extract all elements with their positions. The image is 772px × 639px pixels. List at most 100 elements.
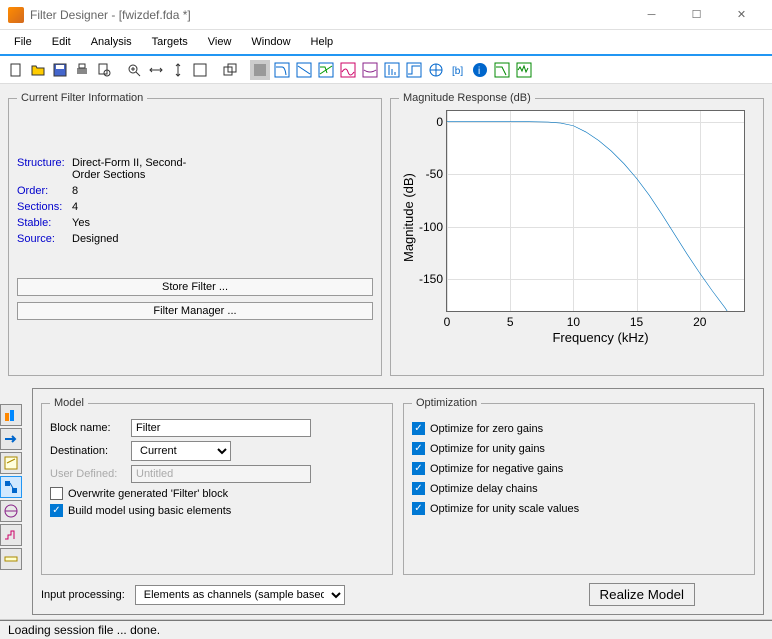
undock-icon[interactable] xyxy=(220,60,240,80)
new-icon[interactable] xyxy=(6,60,26,80)
opt-checkbox-0[interactable]: ✓ xyxy=(412,422,425,435)
print-icon[interactable] xyxy=(72,60,92,80)
svg-text:[b]: [b] xyxy=(452,66,463,77)
tab-quantize[interactable] xyxy=(0,524,22,546)
chart-legend: Magnitude Response (dB) xyxy=(399,92,535,104)
filter-manager-button[interactable]: Filter Manager ... xyxy=(17,302,373,320)
ytick: -150 xyxy=(419,272,443,286)
menubar: File Edit Analysis Targets View Window H… xyxy=(0,30,772,56)
menu-help[interactable]: Help xyxy=(303,33,342,51)
tab-pz[interactable] xyxy=(0,452,22,474)
menu-file[interactable]: File xyxy=(6,33,40,51)
opt-label-2: Optimize for negative gains xyxy=(430,463,563,475)
overwrite-label: Overwrite generated 'Filter' block xyxy=(68,488,228,500)
ytick: -100 xyxy=(419,220,443,234)
ytick: 0 xyxy=(419,115,443,129)
menu-view[interactable]: View xyxy=(200,33,240,51)
menu-window[interactable]: Window xyxy=(243,33,298,51)
source-label: Source: xyxy=(17,233,72,245)
tab-import[interactable] xyxy=(0,428,22,450)
tab-realize[interactable] xyxy=(0,476,22,498)
opt-checkbox-4[interactable]: ✓ xyxy=(412,502,425,515)
tab-xform[interactable] xyxy=(0,500,22,522)
group-delay-icon[interactable] xyxy=(338,60,358,80)
maximize-button[interactable]: ☐ xyxy=(674,0,719,30)
noise-icon[interactable] xyxy=(514,60,534,80)
stable-value: Yes xyxy=(72,217,90,229)
zoom-fit-icon[interactable] xyxy=(190,60,210,80)
xtick: 10 xyxy=(567,315,580,329)
menu-edit[interactable]: Edit xyxy=(44,33,79,51)
xtick: 0 xyxy=(444,315,451,329)
tab-multirate[interactable] xyxy=(0,548,22,570)
titlebar: Filter Designer - [fwizdef.fda *] ─ ☐ ✕ xyxy=(0,0,772,30)
user-defined-label: User Defined: xyxy=(50,468,125,480)
destination-select[interactable]: Current xyxy=(131,441,231,461)
impulse-icon[interactable] xyxy=(382,60,402,80)
tab-design[interactable] xyxy=(0,404,22,426)
model-legend: Model xyxy=(50,397,88,409)
user-defined-input xyxy=(131,465,311,483)
model-fieldset: Model Block name: Destination: Current U… xyxy=(41,397,393,575)
filter-info-legend: Current Filter Information xyxy=(17,92,147,104)
status-bar: Loading session file ... done. xyxy=(0,619,772,639)
mag-resp-icon[interactable] xyxy=(272,60,292,80)
ytick: -50 xyxy=(419,167,443,181)
basic-elements-checkbox[interactable]: ✓ xyxy=(50,504,63,517)
sections-label: Sections: xyxy=(17,201,72,213)
opt-checkbox-2[interactable]: ✓ xyxy=(412,462,425,475)
realize-model-button[interactable]: Realize Model xyxy=(589,583,695,606)
structure-label: Structure: xyxy=(17,157,72,181)
menu-analysis[interactable]: Analysis xyxy=(83,33,140,51)
opt-label-1: Optimize for unity gains xyxy=(430,443,545,455)
sections-value: 4 xyxy=(72,201,78,213)
chart-plot: 0-50-100-15005101520 xyxy=(446,110,745,312)
toolbar: [b] i xyxy=(0,56,772,84)
opt-label-3: Optimize delay chains xyxy=(430,483,538,495)
magest-icon[interactable] xyxy=(492,60,512,80)
opt-checkbox-1[interactable]: ✓ xyxy=(412,442,425,455)
open-icon[interactable] xyxy=(28,60,48,80)
optimization-legend: Optimization xyxy=(412,397,481,409)
basic-elements-label: Build model using basic elements xyxy=(68,505,231,517)
side-tabs xyxy=(0,384,24,619)
menu-targets[interactable]: Targets xyxy=(144,33,196,51)
source-value: Designed xyxy=(72,233,118,245)
coeffs-icon[interactable]: [b] xyxy=(448,60,468,80)
opt-checkbox-3[interactable]: ✓ xyxy=(412,482,425,495)
save-icon[interactable] xyxy=(50,60,70,80)
close-button[interactable]: ✕ xyxy=(719,0,764,30)
destination-label: Destination: xyxy=(50,445,125,457)
xtick: 20 xyxy=(693,315,706,329)
chart-ylabel: Magnitude (dB) xyxy=(399,110,418,325)
zoom-in-icon[interactable] xyxy=(124,60,144,80)
info-icon[interactable]: i xyxy=(470,60,490,80)
order-value: 8 xyxy=(72,185,78,197)
realize-panel: Model Block name: Destination: Current U… xyxy=(32,388,764,615)
window-title: Filter Designer - [fwizdef.fda *] xyxy=(30,8,629,22)
phase-delay-icon[interactable] xyxy=(360,60,380,80)
polezero-icon[interactable] xyxy=(426,60,446,80)
svg-text:i: i xyxy=(478,66,480,77)
optimization-fieldset: Optimization ✓ Optimize for zero gains ✓ Op… xyxy=(403,397,755,575)
overwrite-checkbox[interactable] xyxy=(50,487,63,500)
app-icon xyxy=(8,7,24,23)
minimize-button[interactable]: ─ xyxy=(629,0,674,30)
print-preview-icon[interactable] xyxy=(94,60,114,80)
step-icon[interactable] xyxy=(404,60,424,80)
store-filter-button[interactable]: Store Filter ... xyxy=(17,278,373,296)
block-name-input[interactable] xyxy=(131,419,311,437)
block-name-label: Block name: xyxy=(50,422,125,434)
structure-value: Direct-Form II, Second-Order Sections xyxy=(72,157,187,181)
spec-icon[interactable] xyxy=(250,60,270,80)
input-processing-select[interactable]: Elements as channels (sample based) xyxy=(135,585,345,605)
opt-label-0: Optimize for zero gains xyxy=(430,423,543,435)
opt-label-4: Optimize for unity scale values xyxy=(430,503,579,515)
phase-resp-icon[interactable] xyxy=(294,60,314,80)
zoom-y-icon[interactable] xyxy=(168,60,188,80)
zoom-x-icon[interactable] xyxy=(146,60,166,80)
order-label: Order: xyxy=(17,185,72,197)
stable-label: Stable: xyxy=(17,217,72,229)
mag-phase-icon[interactable] xyxy=(316,60,336,80)
xtick: 5 xyxy=(507,315,514,329)
